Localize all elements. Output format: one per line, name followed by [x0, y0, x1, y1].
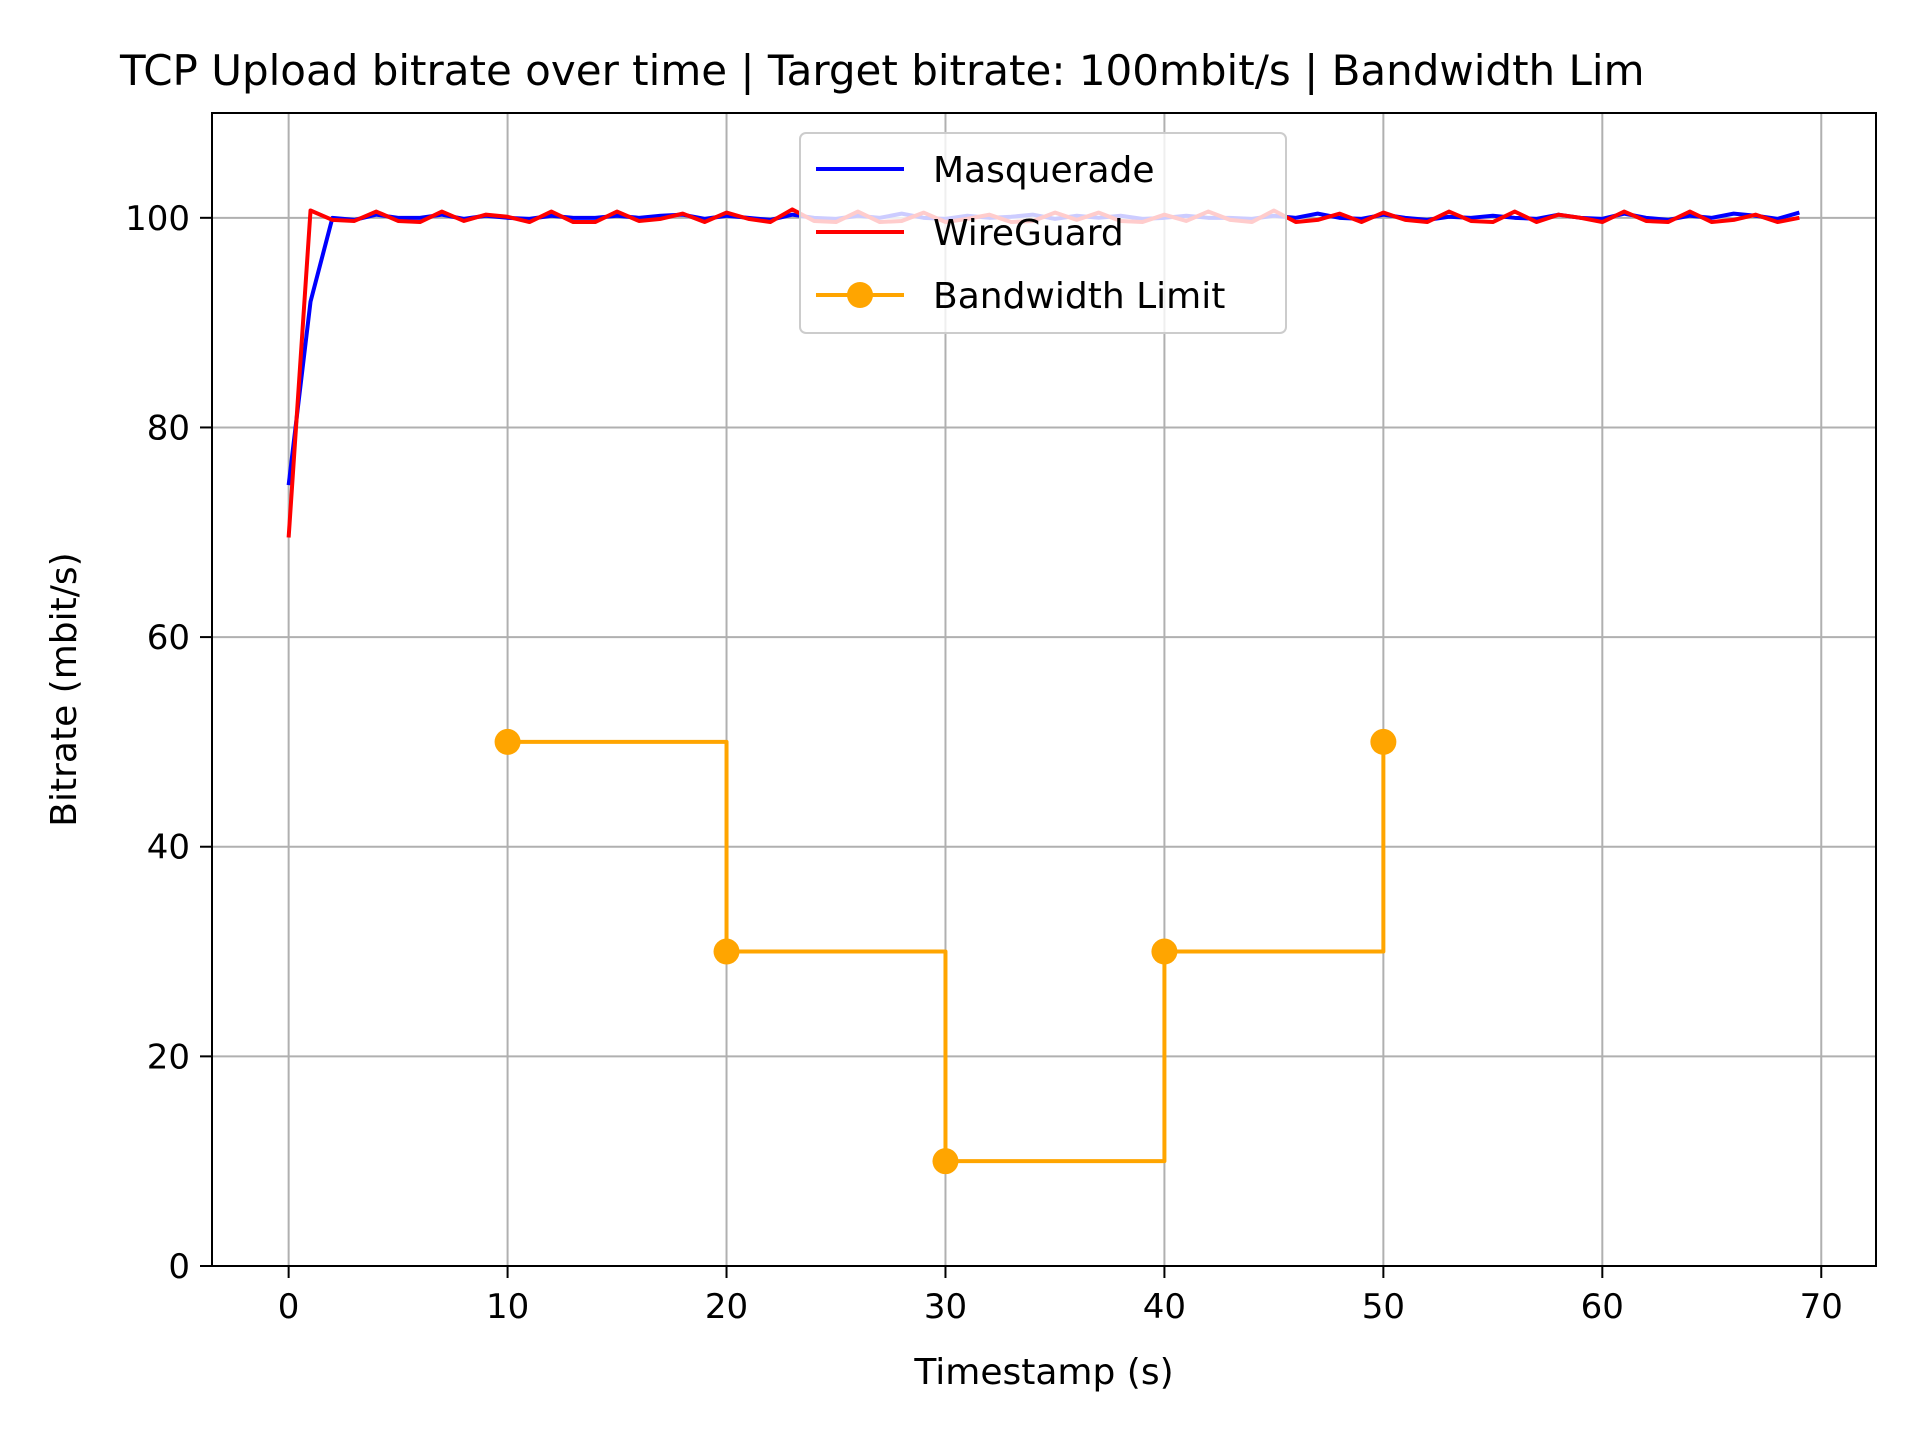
axis-ticks: 0 10 20 30 40 50 60 70 0 20 40 60 80 100 — [125, 199, 1843, 1327]
series-point-bandwidth-limit — [1370, 728, 1397, 755]
y-tick-label: 60 — [147, 618, 190, 658]
series-point-bandwidth-limit — [494, 728, 521, 755]
legend-label-bandwidth-limit: Bandwidth Limit — [933, 276, 1225, 317]
series-point-bandwidth-limit — [932, 1148, 959, 1175]
y-tick-label: 40 — [147, 828, 190, 868]
chart-title: TCP Upload bitrate over time | Target bi… — [119, 46, 1645, 95]
x-tick-label: 30 — [924, 1287, 967, 1327]
series-point-bandwidth-limit — [713, 938, 740, 965]
y-axis-label: Bitrate (mbit/s) — [44, 552, 85, 826]
series-point-bandwidth-limit — [1151, 938, 1178, 965]
x-tick-label: 0 — [278, 1287, 300, 1327]
legend-marker-bandwidth-limit — [847, 282, 873, 308]
y-tick-label: 80 — [147, 408, 190, 448]
plot-area-frame — [211, 112, 1877, 1267]
legend-label-masquerade: Masquerade — [933, 150, 1155, 191]
y-tick-label: 20 — [147, 1037, 190, 1077]
x-tick-label: 50 — [1362, 1287, 1405, 1327]
x-tick-label: 60 — [1581, 1287, 1624, 1327]
x-tick-label: 70 — [1800, 1287, 1843, 1327]
x-tick-label: 20 — [705, 1287, 748, 1327]
legend: Masquerade WireGuard Bandwidth Limit — [799, 132, 1287, 334]
x-axis-label: Timestamp (s) — [913, 1352, 1173, 1393]
y-tick-label: 0 — [168, 1247, 190, 1287]
x-tick-label: 10 — [486, 1287, 529, 1327]
y-tick-label: 100 — [125, 199, 190, 239]
legend-box — [799, 132, 1287, 334]
legend-label-wireguard: WireGuard — [933, 213, 1124, 254]
x-tick-label: 40 — [1143, 1287, 1186, 1327]
